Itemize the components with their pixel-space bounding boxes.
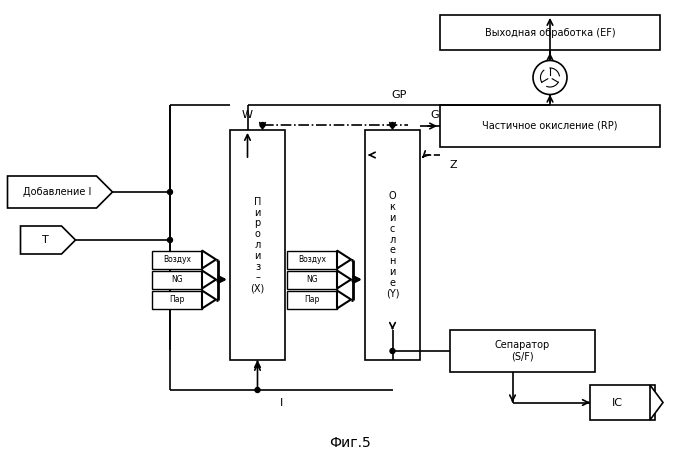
FancyBboxPatch shape bbox=[590, 385, 655, 420]
Circle shape bbox=[255, 388, 260, 393]
Text: GP: GP bbox=[391, 90, 407, 100]
FancyBboxPatch shape bbox=[440, 105, 660, 147]
Text: Пар: Пар bbox=[169, 295, 185, 304]
FancyBboxPatch shape bbox=[152, 250, 202, 268]
Text: G: G bbox=[430, 110, 439, 120]
Circle shape bbox=[167, 237, 172, 243]
Polygon shape bbox=[20, 226, 76, 254]
FancyBboxPatch shape bbox=[287, 291, 337, 309]
Polygon shape bbox=[337, 291, 351, 309]
Text: Сепаратор
(S/F): Сепаратор (S/F) bbox=[495, 340, 550, 362]
Text: T: T bbox=[42, 235, 48, 245]
Text: Пар: Пар bbox=[304, 295, 320, 304]
Text: W: W bbox=[241, 110, 253, 120]
Polygon shape bbox=[8, 176, 113, 208]
Text: I: I bbox=[279, 398, 283, 408]
FancyBboxPatch shape bbox=[152, 291, 202, 309]
Text: Воздух: Воздух bbox=[163, 255, 191, 264]
FancyBboxPatch shape bbox=[287, 270, 337, 288]
Text: Частичное окисление (RP): Частичное окисление (RP) bbox=[482, 121, 617, 131]
Polygon shape bbox=[337, 250, 351, 268]
Text: Выходная обработка (EF): Выходная обработка (EF) bbox=[484, 28, 615, 37]
Polygon shape bbox=[202, 291, 216, 309]
FancyBboxPatch shape bbox=[230, 130, 285, 360]
Circle shape bbox=[260, 122, 265, 128]
Circle shape bbox=[167, 189, 172, 195]
Circle shape bbox=[533, 61, 567, 95]
Text: Воздух: Воздух bbox=[298, 255, 326, 264]
Text: IC: IC bbox=[612, 397, 623, 407]
Polygon shape bbox=[202, 270, 216, 288]
Text: П
и
р
о
л
и
з
–
(X): П и р о л и з – (X) bbox=[251, 197, 265, 293]
FancyBboxPatch shape bbox=[440, 15, 660, 50]
Polygon shape bbox=[650, 385, 663, 420]
Text: Z: Z bbox=[450, 160, 458, 170]
FancyBboxPatch shape bbox=[287, 250, 337, 268]
Polygon shape bbox=[202, 250, 216, 268]
Text: Добавление I: Добавление I bbox=[22, 187, 91, 197]
Text: NG: NG bbox=[172, 275, 183, 284]
Polygon shape bbox=[337, 270, 351, 288]
FancyBboxPatch shape bbox=[450, 330, 595, 372]
Text: О
к
и
с
л
е
н
и
е
(Y): О к и с л е н и е (Y) bbox=[386, 191, 399, 298]
Text: Фиг.5: Фиг.5 bbox=[329, 436, 371, 450]
Circle shape bbox=[390, 348, 395, 353]
Circle shape bbox=[390, 122, 395, 128]
FancyBboxPatch shape bbox=[152, 270, 202, 288]
Text: NG: NG bbox=[306, 275, 318, 284]
FancyBboxPatch shape bbox=[365, 130, 420, 360]
